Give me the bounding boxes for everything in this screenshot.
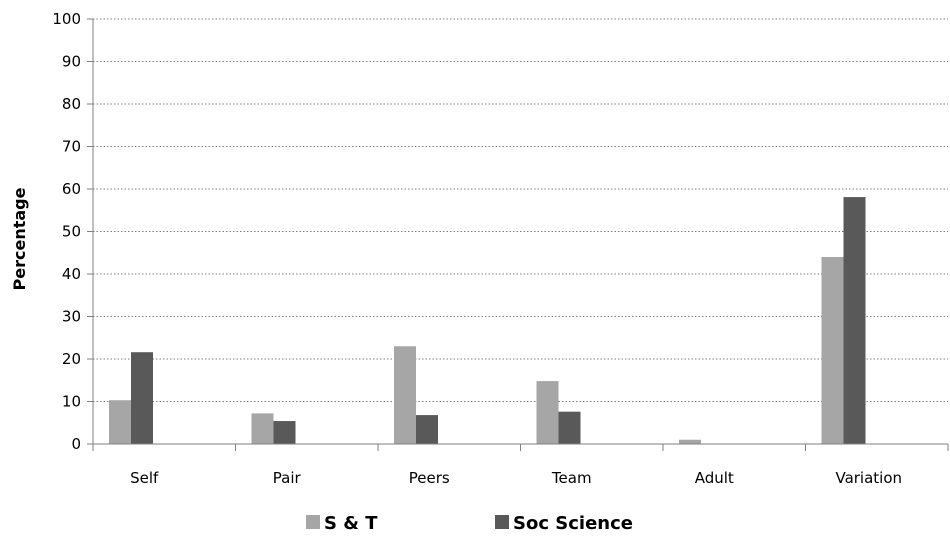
x-tick-label: Variation <box>835 469 902 487</box>
x-tick-label: Self <box>130 469 159 487</box>
bar <box>251 413 274 444</box>
y-tick-label: 40 <box>62 265 81 283</box>
y-tick-label: 0 <box>71 435 81 453</box>
legend-swatch <box>495 515 509 529</box>
bar <box>273 421 296 444</box>
y-tick-labels: 0 10 20 30 40 50 60 70 80 90 100 <box>52 10 81 453</box>
x-tick-label: Adult <box>695 469 734 487</box>
bar <box>416 415 438 444</box>
bar <box>536 381 559 444</box>
y-tick-label: 50 <box>62 223 81 241</box>
x-tick-label: Peers <box>409 469 450 487</box>
bar <box>394 346 416 444</box>
y-tick-label: 100 <box>52 10 81 28</box>
y-tick-label: 80 <box>62 95 81 113</box>
y-axis-title: Percentage <box>10 187 29 290</box>
legend-swatch <box>306 515 320 529</box>
y-tick-label: 30 <box>62 308 81 326</box>
bar <box>558 411 581 444</box>
bar <box>679 439 701 444</box>
y-tick-label: 70 <box>62 138 81 156</box>
axes <box>87 18 949 451</box>
y-tick-label: 90 <box>62 53 81 71</box>
y-tick-label: 10 <box>62 393 81 411</box>
bar <box>843 197 866 444</box>
y-tick-label: 20 <box>62 350 81 368</box>
x-tick-label: Pair <box>273 469 302 487</box>
legend-label: S & T <box>324 513 378 534</box>
y-tick-label: 60 <box>62 180 81 198</box>
bar <box>109 400 131 444</box>
gridlines <box>93 18 948 402</box>
x-tick-labels: Self Pair Peers Team Adult Variation <box>130 469 902 487</box>
bar <box>821 257 844 444</box>
legend-label: Soc Science <box>513 513 633 534</box>
bars <box>109 197 866 444</box>
legend: S & T Soc Science <box>306 513 633 534</box>
bar <box>131 352 153 444</box>
x-tick-label: Team <box>551 469 592 487</box>
